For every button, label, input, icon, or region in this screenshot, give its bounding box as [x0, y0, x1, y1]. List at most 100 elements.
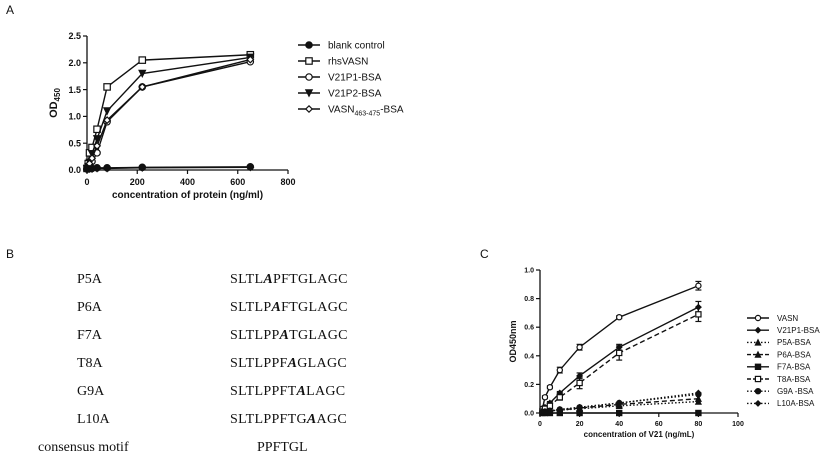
y-tick-label: 0.0	[524, 410, 534, 417]
series-5	[539, 306, 702, 415]
seq-post: AGC	[317, 412, 347, 427]
mutant-sequence: SLTLPPATGLAGC	[230, 328, 348, 343]
sequence-row: L10A SLTLPPFTGAAGC	[77, 412, 347, 427]
y-tick-label: 0.2	[524, 382, 534, 389]
legend-marker-shape	[754, 375, 762, 383]
legend-marker-shape	[305, 57, 313, 65]
legend-marker	[754, 399, 762, 407]
legend-item: L10A-BSA	[747, 399, 815, 408]
legend-label: L10A-BSA	[777, 399, 815, 408]
sequence-row: T8A SLTLPPFAGLAGC	[77, 356, 347, 371]
seq-post: LAGC	[306, 384, 345, 399]
data-point	[615, 399, 623, 407]
mutant-name: T8A	[77, 356, 104, 371]
data-point	[102, 107, 112, 116]
legend-marker	[754, 326, 762, 334]
sequence-row: G9A SLTLPPFTALAGC	[77, 384, 345, 399]
legend-item: P5A-BSA	[747, 338, 811, 347]
x-axis-label: concentration of V21 (ng/mL)	[584, 430, 695, 439]
legend-label: P5A-BSA	[777, 338, 811, 347]
data-point-shape	[694, 394, 702, 402]
data-point-shape	[103, 116, 112, 125]
legend-label-sub: 463-475	[355, 111, 381, 118]
seq-mutation: A	[287, 356, 298, 371]
y-tick-label: 1.5	[68, 85, 81, 95]
data-point-shape	[556, 405, 564, 413]
data-point	[138, 82, 147, 91]
x-tick-label: 200	[130, 177, 145, 187]
mutant-name: L10A	[77, 412, 111, 427]
consensus-label: consensus motif	[38, 440, 129, 452]
seq-pre: SLTLPP	[230, 328, 280, 343]
data-point	[103, 116, 112, 125]
series-2	[83, 57, 255, 173]
seq-post: FTGLAGC	[281, 300, 348, 315]
data-point-shape	[103, 83, 111, 91]
y-tick-label: 0.4	[524, 353, 534, 360]
data-point	[546, 407, 554, 415]
data-point-shape	[695, 282, 702, 289]
legend-marker-shape	[305, 73, 313, 81]
consensus-row: consensus motif PPFTGL	[38, 440, 308, 452]
x-tick-label: 600	[230, 177, 245, 187]
y-tick-label: 0.5	[68, 138, 81, 148]
legend-marker-shape	[754, 338, 762, 346]
data-point-shape	[546, 407, 554, 415]
seq-pre: SLTLPPFTG	[230, 412, 307, 427]
mutant-sequence: SLTLPPFTALAGC	[230, 384, 345, 399]
legend-label: V21P1-BSA	[328, 73, 382, 84]
legend-marker	[754, 314, 762, 322]
seq-pre: SLTLPPF	[230, 356, 288, 371]
legend-marker	[304, 104, 314, 114]
seq-pre: SLTL	[230, 272, 263, 287]
data-point	[576, 409, 583, 417]
legend-item: VASN	[747, 314, 798, 323]
seq-mutation: A	[295, 384, 306, 399]
legend-marker-shape	[754, 314, 762, 322]
legend-label: P6A-BSA	[777, 350, 811, 359]
sequence-row: P5A SLTLAPFTGLAGC	[77, 272, 347, 287]
legend-item: F7A-BSA	[747, 363, 811, 372]
data-point-shape	[616, 313, 623, 321]
data-point	[541, 394, 549, 401]
data-point	[93, 164, 102, 173]
data-point-shape	[138, 82, 147, 91]
legend-marker-shape	[754, 363, 762, 371]
mutant-sequence: SLTLPPFTGAAGC	[230, 412, 347, 427]
data-point-shape	[576, 379, 583, 387]
data-point	[92, 135, 102, 144]
data-point	[576, 379, 583, 387]
data-point-shape	[92, 135, 102, 144]
chart-a: 0.0 0.5 1.0 1.5 2.0 2.5 0 200 400 600 800 concentra…	[48, 31, 404, 201]
seq-pre: SLTLPPFT	[230, 384, 297, 399]
series-line	[86, 166, 251, 171]
series-line	[86, 54, 251, 169]
data-point-shape	[102, 107, 112, 116]
seq-mutation: A	[306, 412, 317, 427]
data-point-shape	[541, 394, 549, 401]
data-point-shape	[615, 409, 623, 417]
legend-marker	[754, 363, 762, 371]
y-tick-label: 2.5	[68, 31, 81, 41]
legend-item: P6A-BSA	[747, 350, 811, 359]
data-point	[556, 366, 564, 374]
data-point	[694, 394, 702, 402]
data-point-shape	[556, 394, 564, 401]
data-point-shape	[138, 69, 147, 79]
legend-label-tail: -BSA	[380, 105, 404, 116]
data-point	[103, 164, 112, 173]
legend-marker-shape	[754, 388, 762, 395]
legend-marker-shape	[754, 350, 762, 358]
x-tick-label: 400	[180, 177, 195, 187]
series-4	[539, 409, 702, 417]
y-tick-label: 0.8	[524, 296, 534, 303]
data-point-shape	[138, 56, 147, 64]
series-line	[86, 56, 251, 170]
legend-label: V21P2-BSA	[328, 89, 382, 100]
legend-marker	[305, 57, 313, 65]
data-point	[138, 69, 147, 79]
legend-item: T8A-BSA	[747, 375, 811, 384]
legend-marker	[754, 338, 762, 346]
legend-label: G9A -BSA	[777, 387, 814, 396]
